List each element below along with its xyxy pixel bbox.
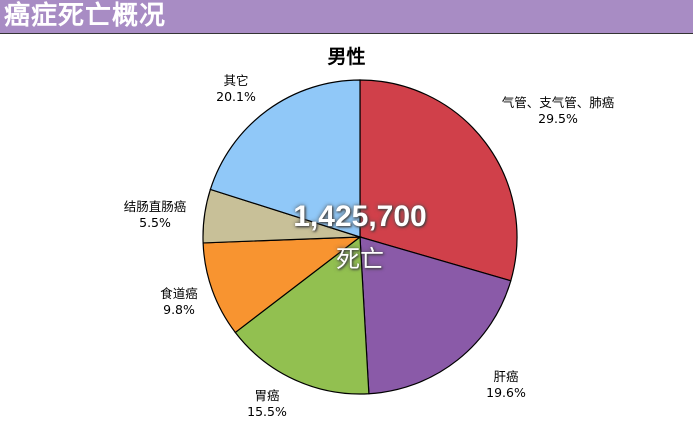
pie-slice-liver [359,236,512,395]
header-bar: 癌症死亡概况 [0,0,693,34]
center-unit: 死亡 [336,245,384,273]
slice-label-colorectal: 结肠直肠癌 5.5% [124,199,187,231]
slice-label-other-name: 其它 [223,73,249,88]
pie-slice-esophagus [202,236,362,334]
slice-label-stomach-name: 胃癌 [254,388,280,403]
slice-label-stomach-value: 15.5% [247,404,287,419]
slice-label-colorectal-value: 5.5% [139,215,171,230]
pie-slice-other [209,79,361,238]
slice-label-lung-name: 气管、支气管、肺癌 [501,95,615,110]
slice-label-other: 其它 20.1% [216,73,256,105]
page-title: 癌症死亡概况 [4,1,167,31]
chart-title: 男性 [327,46,366,68]
slice-label-liver-value: 19.6% [486,385,526,400]
header-divider [0,33,693,34]
slice-label-liver-name: 肝癌 [493,369,519,384]
slice-label-esophagus-name: 食道癌 [160,286,198,301]
slice-label-stomach: 胃癌 15.5% [247,388,287,420]
pie-slice-stomach [234,235,370,395]
slice-label-lung: 气管、支气管、肺癌 29.5% [498,94,618,127]
slice-label-esophagus-value: 9.8% [163,302,195,317]
pie-slice-lung [359,79,518,282]
center-total: 1,425,700 [293,200,427,233]
slice-label-lung-value: 29.5% [538,111,578,126]
slice-label-liver: 肝癌 19.6% [486,369,526,401]
slice-label-colorectal-name: 结肠直肠癌 [123,199,187,214]
slice-label-esophagus: 食道癌 9.8% [160,286,198,318]
slice-label-other-value: 20.1% [216,89,256,104]
